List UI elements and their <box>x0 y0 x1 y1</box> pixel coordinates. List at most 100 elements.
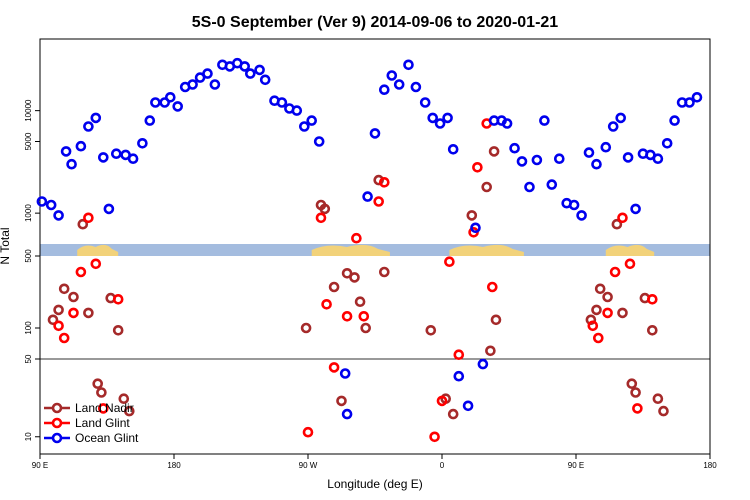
ocean-glint-point <box>531 154 543 166</box>
ocean-glint-point <box>615 112 627 124</box>
land-glint-point <box>624 258 636 270</box>
ocean-glint-point <box>339 368 351 379</box>
legend-label-land-glint: Land Glint <box>75 416 130 430</box>
ocean-glint-point <box>239 61 250 72</box>
land-glint-point <box>617 212 628 224</box>
ocean-glint-point <box>187 79 198 90</box>
land-nadir-point <box>602 291 613 303</box>
ocean-glint-point <box>341 408 353 420</box>
land-nadir-point <box>658 405 669 417</box>
y-tick-label: 50 <box>24 354 33 363</box>
ocean-glint-point <box>591 158 602 170</box>
land-glint-point <box>83 212 94 224</box>
ocean-glint-point <box>291 105 303 116</box>
land-nadir-point <box>336 395 347 407</box>
ocean-glint-point <box>453 370 465 382</box>
land-glint-point <box>358 310 370 322</box>
ocean-glint-point <box>386 70 398 81</box>
land-nadir-point <box>319 203 331 215</box>
x-tick-label: 180 <box>167 461 181 470</box>
x-axis: 90 E 180 90 W 0 90 E 180 <box>32 454 717 470</box>
land-glint-point <box>98 403 109 414</box>
ocean-glint-point <box>111 148 122 159</box>
land-nadir-point <box>68 291 79 303</box>
ocean-glint-point <box>98 152 109 163</box>
ocean-glint-point <box>691 92 703 103</box>
land-glint-point <box>53 320 64 332</box>
ocean-glint-point <box>298 121 310 132</box>
ocean-glint-point <box>53 210 64 221</box>
land-glint-point <box>632 403 643 414</box>
ocean-glint-point <box>306 115 318 126</box>
land-nadir-point <box>300 322 312 334</box>
land-glint-point <box>58 332 70 344</box>
x-tick-label: 180 <box>703 461 717 470</box>
land-nadir-point <box>328 281 340 293</box>
land-shape <box>311 244 390 256</box>
land-glint-point <box>378 177 390 188</box>
land-nadir-point <box>626 378 638 390</box>
land-nadir-point <box>585 314 597 326</box>
land-masks <box>77 244 655 256</box>
y-tick-label: 100 <box>24 321 33 335</box>
ocean-glint-point <box>127 153 139 164</box>
land-nadir-point <box>425 324 437 336</box>
land-nadir-point <box>92 378 103 390</box>
land-glint-point <box>328 362 340 373</box>
x-axis-label: Longitude (deg E) <box>327 477 422 491</box>
land-nadir-point <box>47 314 59 326</box>
land-glint-point <box>341 310 353 322</box>
land-glint-point <box>609 266 621 278</box>
land-nadir-point <box>373 174 385 186</box>
land-nadir-point <box>96 387 107 398</box>
land-glint-point <box>436 395 448 407</box>
ocean-glint-point <box>172 101 183 112</box>
ocean-glint-point <box>369 128 381 139</box>
ocean-glint-point <box>630 203 641 215</box>
ocean-glint-point <box>150 97 161 108</box>
ocean-glint-point <box>362 191 373 202</box>
ocean-glint-point <box>684 97 695 108</box>
land-nadir-point <box>630 387 641 398</box>
y-tick-label: 10000 <box>24 99 33 122</box>
ocean-glint-point <box>516 156 528 167</box>
land-glint-point <box>302 426 314 438</box>
land-nadir-point <box>360 322 372 334</box>
land-nadir-point <box>646 324 658 336</box>
ocean-glint-point <box>36 196 48 207</box>
land-glint-point <box>373 196 385 207</box>
ocean-glint-point <box>66 158 77 170</box>
land-nadir-point <box>481 181 493 193</box>
land-nadir-point <box>124 405 135 417</box>
legend-marker-ocean-glint <box>51 432 63 444</box>
x-tick-label: 90 W <box>299 461 318 470</box>
land-nadir-point <box>349 272 360 283</box>
land-glint-point <box>90 258 102 270</box>
land-nadir-point <box>354 296 366 308</box>
ocean-glint-point <box>103 203 115 215</box>
ocean-glint-point <box>661 138 673 149</box>
ocean-glint-point <box>447 144 459 155</box>
land-shape <box>449 244 524 256</box>
land-nadir-point <box>341 267 353 279</box>
land-glint-point <box>646 293 658 305</box>
land-glint-point <box>602 307 613 319</box>
land-glint-point <box>472 162 483 173</box>
y-tick-label: 10 <box>24 432 33 441</box>
land-glint-point <box>592 332 604 344</box>
ocean-glint-point <box>83 121 94 132</box>
ocean-glint-point <box>553 153 565 164</box>
y-axis-label: N Total <box>0 227 12 264</box>
ocean-glint-point <box>622 152 634 163</box>
ocean-glint-point <box>568 199 580 211</box>
ocean-glint-point <box>202 68 213 79</box>
ocean-glint-point <box>524 181 535 193</box>
ocean-glint-point <box>393 79 405 90</box>
land-glint-point <box>453 349 465 361</box>
ocean-glint-point <box>378 84 390 95</box>
ocean-glint-point <box>427 112 439 124</box>
land-nadir-point <box>611 218 623 230</box>
ocean-glint-point <box>462 400 474 412</box>
